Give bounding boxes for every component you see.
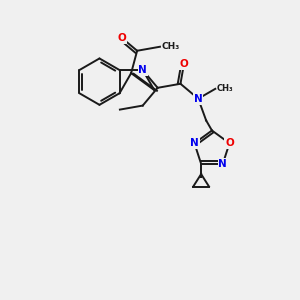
- Text: CH₃: CH₃: [161, 42, 180, 51]
- Text: O: O: [225, 138, 234, 148]
- Text: O: O: [179, 59, 188, 69]
- Text: N: N: [138, 65, 147, 75]
- Text: O: O: [118, 33, 126, 43]
- Text: CH₃: CH₃: [217, 84, 233, 93]
- Text: N: N: [190, 138, 199, 148]
- Text: N: N: [218, 159, 227, 169]
- Text: N: N: [194, 94, 203, 104]
